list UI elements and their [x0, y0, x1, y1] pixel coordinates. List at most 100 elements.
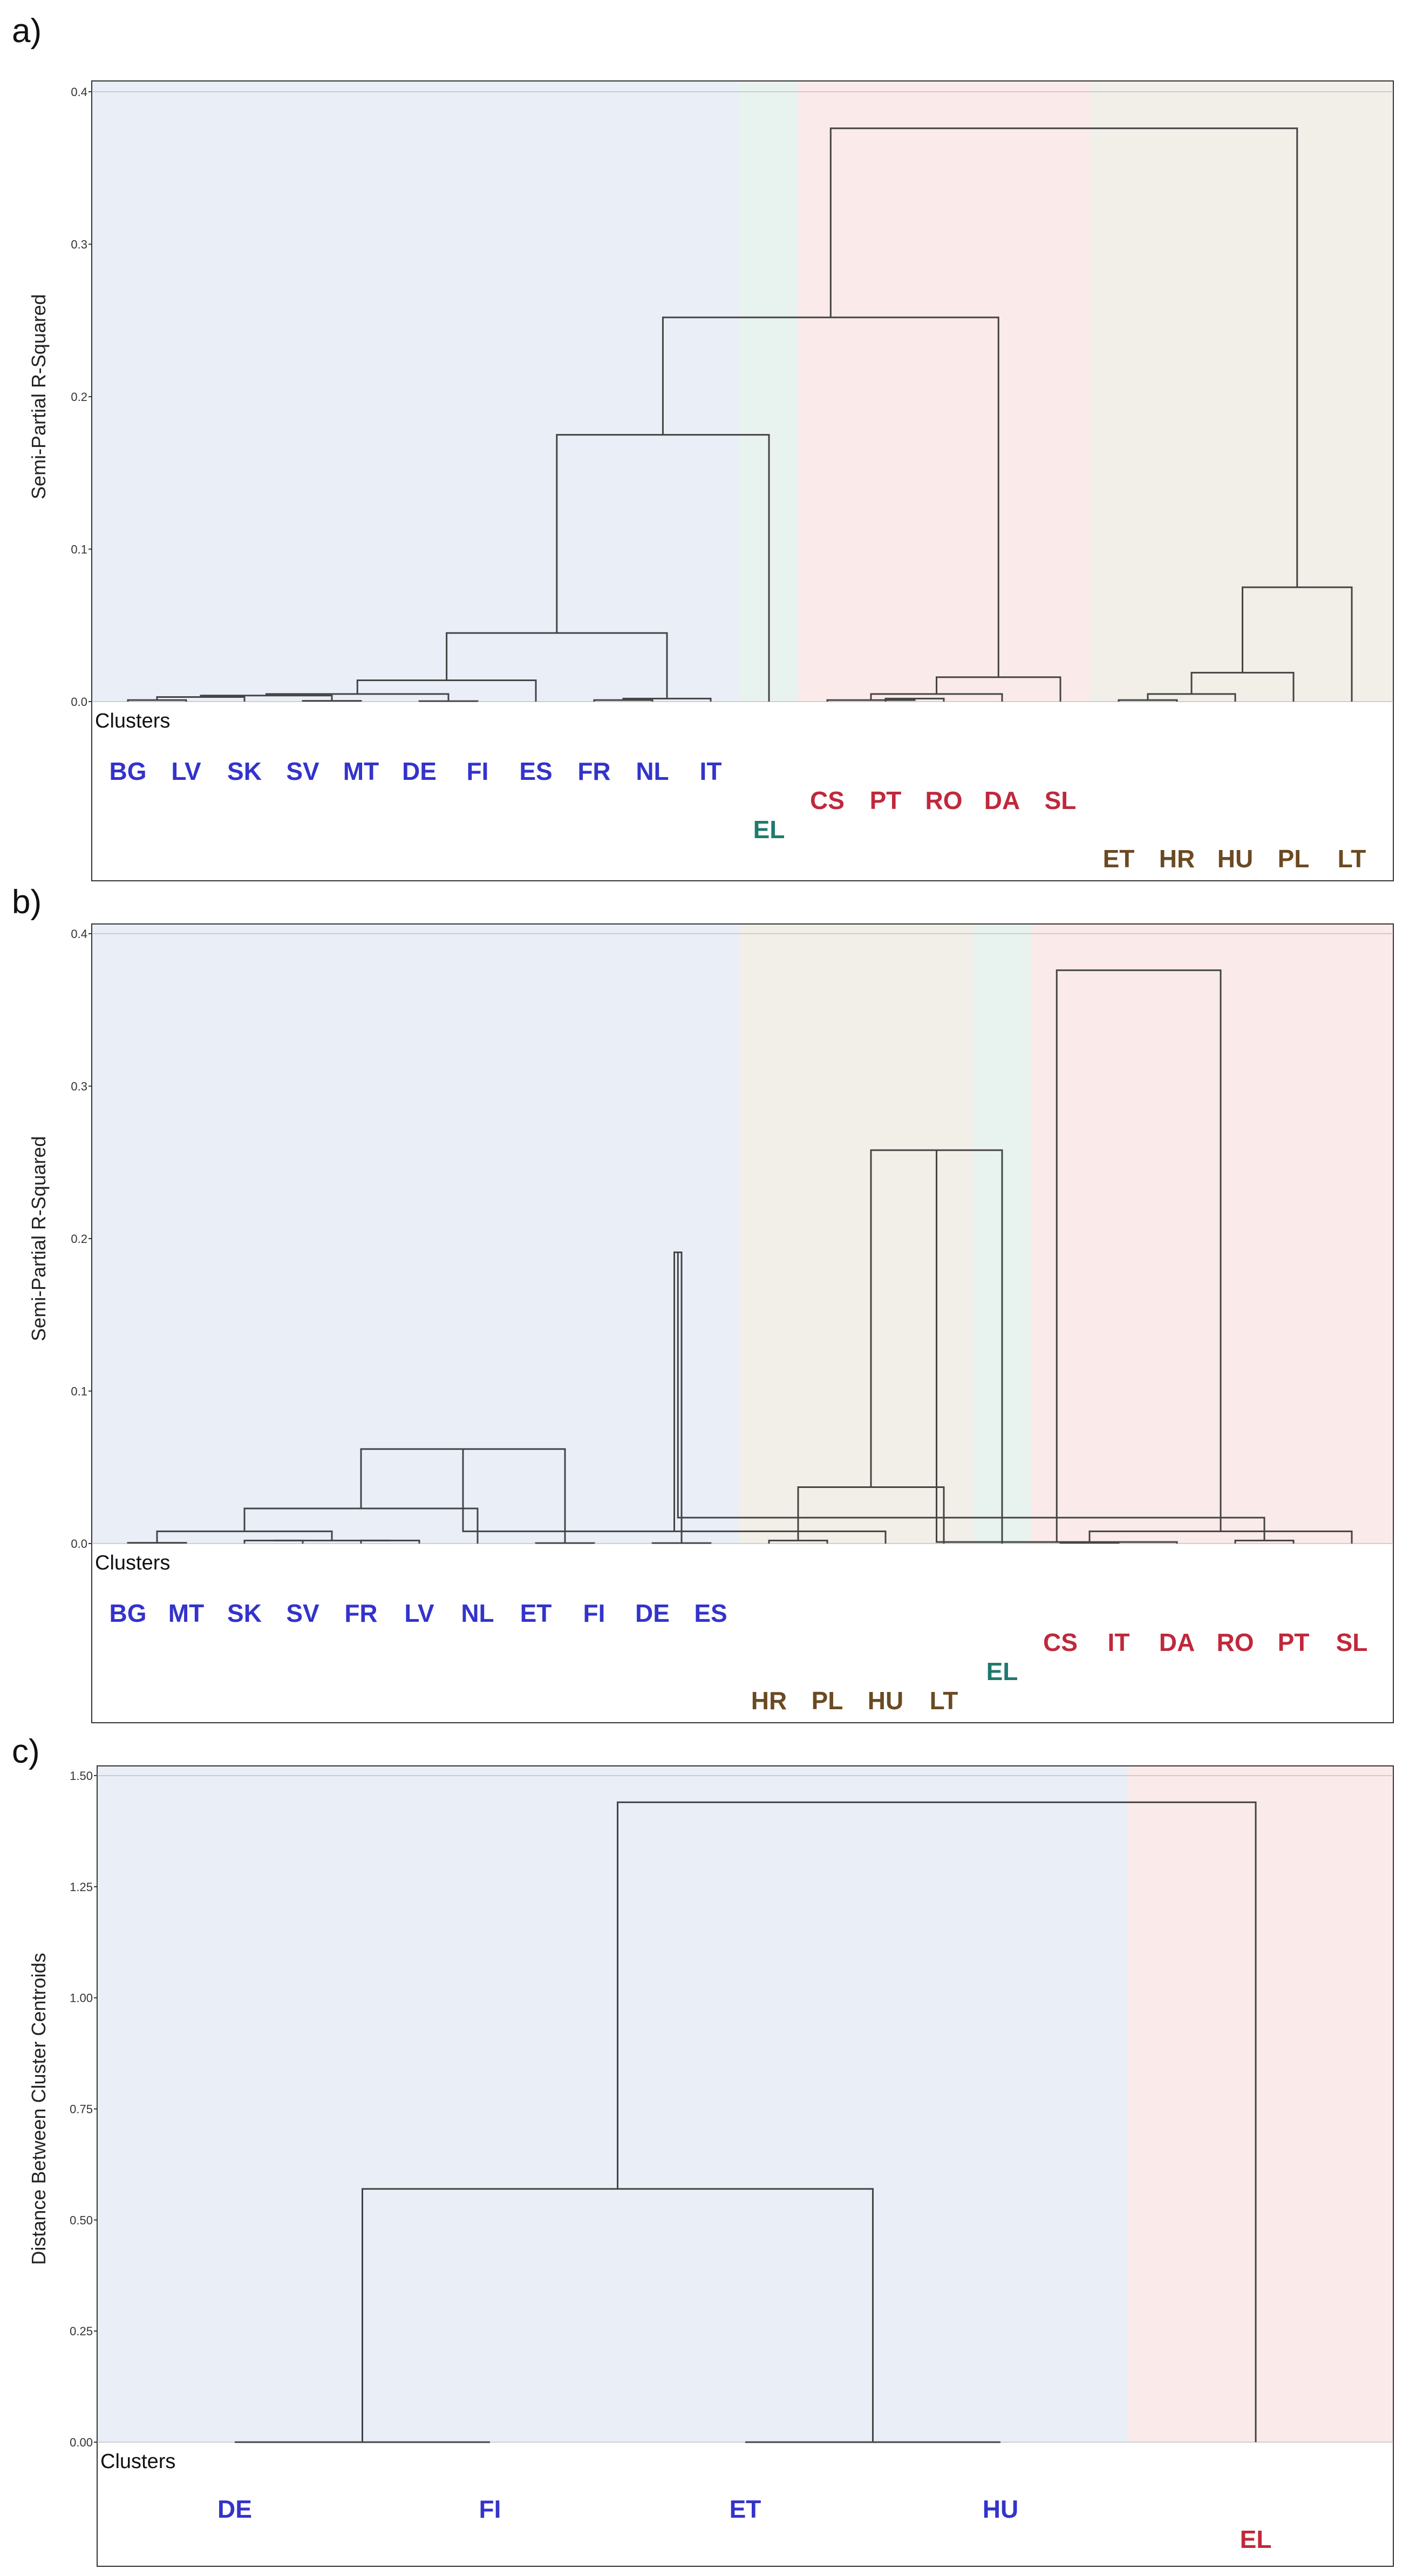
leaf-label-fr: FR — [577, 757, 610, 785]
dendrogram-link — [535, 1542, 595, 1544]
y-tick-label: 1.50 — [70, 1769, 93, 1783]
leaf-label-da: DA — [1159, 1628, 1195, 1656]
dendrogram-link — [1056, 969, 1222, 1542]
leaf-label-de: DE — [635, 1599, 670, 1627]
dendrogram-link — [870, 693, 1003, 702]
y-axis-label: Semi-Partial R-Squared — [28, 1136, 50, 1341]
cluster-background — [97, 1766, 1128, 2442]
panel-label-a: a) — [12, 12, 42, 50]
y-tick-label: 0.1 — [71, 1385, 87, 1398]
dendrogram-link — [266, 693, 450, 702]
leaf-label-hu: HU — [1217, 845, 1253, 873]
panel-label-b: b) — [12, 883, 42, 921]
leaf-label-fi: FI — [479, 2495, 501, 2523]
leaf-label-pt: PT — [870, 786, 902, 814]
y-tick-label: 0.1 — [71, 543, 87, 556]
leaf-label-cs: CS — [1043, 1628, 1078, 1656]
y-tick-label: 0.4 — [71, 85, 87, 99]
dendrogram-link — [936, 1150, 1178, 1544]
clusters-label: Clusters — [95, 1552, 170, 1574]
leaf-label-da: DA — [984, 786, 1020, 814]
leaf-label-lt: LT — [930, 1687, 958, 1715]
chart-panel-2: 0.0 0.1 0.2 0.3 0.4 Semi-Partial R-Squared Clu… — [28, 923, 1394, 1723]
dendrogram-link — [826, 698, 916, 702]
y-tick-label: 0.4 — [71, 927, 87, 941]
leaf-label-nl: NL — [636, 757, 669, 785]
y-tick-label: 1.00 — [70, 1992, 93, 2005]
leaf-label-fi: FI — [467, 757, 489, 785]
leaf-label-fr: FR — [344, 1599, 377, 1627]
leaf-label-cs: CS — [810, 786, 845, 814]
leaf-label-el: EL — [1240, 2525, 1272, 2553]
leaf-label-de: DE — [217, 2495, 252, 2523]
leaf-label-hu: HU — [868, 1687, 903, 1715]
leaf-label-hr: HR — [751, 1687, 787, 1715]
dendrogram-link — [127, 699, 187, 702]
y-tick-label: 0.50 — [70, 2213, 93, 2227]
dendrogram-link — [446, 632, 668, 699]
leaf-label-mt: MT — [343, 757, 379, 785]
y-tick-label: 0.3 — [71, 238, 87, 252]
leaf-label-pt: PT — [1278, 1628, 1310, 1656]
leaf-label-sl: SL — [1336, 1628, 1368, 1656]
leaf-label-mt: MT — [168, 1599, 204, 1627]
leaf-label-sv: SV — [286, 757, 319, 785]
leaf-label-pl: PL — [812, 1687, 843, 1715]
clusters-label: Clusters — [95, 710, 170, 732]
leaf-label-pl: PL — [1278, 845, 1310, 873]
plot-frame — [91, 923, 1394, 1723]
dendrogram-link — [829, 127, 1298, 588]
cluster-background — [798, 81, 1090, 702]
cluster-background — [1031, 924, 1393, 1544]
dendrogram-link — [1118, 699, 1178, 702]
dendrogram-link — [797, 1486, 945, 1544]
dendrogram-link — [127, 1542, 187, 1544]
dendrogram-link — [677, 1252, 1265, 1541]
dendrogram-link — [651, 1542, 712, 1544]
leaf-label-bg: BG — [110, 1599, 147, 1627]
dendrogram-link — [418, 700, 479, 702]
y-tick-label: 1.25 — [70, 1880, 93, 1894]
leaf-label-et: ET — [520, 1599, 552, 1627]
leaf-label-es: ES — [694, 1599, 727, 1627]
dendrogram-link — [593, 699, 653, 702]
leaf-label-ro: RO — [925, 786, 963, 814]
leaf-label-el: EL — [986, 1657, 1018, 1685]
leaf-label-de: DE — [402, 757, 437, 785]
leaf-label-el: EL — [753, 815, 785, 844]
leaf-label-hr: HR — [1159, 845, 1195, 873]
cluster-background — [1090, 81, 1393, 702]
leaf-label-nl: NL — [461, 1599, 494, 1627]
y-tick-label: 0.2 — [71, 390, 87, 404]
chart-panel-3: 0.00 0.25 0.50 0.75 1.00 1.25 1.50 Distance Bet… — [28, 1765, 1394, 2567]
y-tick-label: 0.3 — [71, 1080, 87, 1093]
dendrogram-link — [617, 1801, 1257, 2442]
dendrogram-link — [302, 700, 362, 702]
plot-frame — [91, 80, 1394, 881]
leaf-label-sk: SK — [227, 1599, 262, 1627]
y-tick-label: 0.75 — [70, 2103, 93, 2116]
leaf-label-lv: LV — [404, 1599, 434, 1627]
dendrogram-link — [156, 696, 246, 702]
dendrogram-link — [1059, 1542, 1120, 1544]
cluster-background — [1128, 1766, 1393, 2442]
leaf-label-lt: LT — [1338, 845, 1366, 873]
y-tick-label: 0.2 — [71, 1232, 87, 1246]
leaf-label-ro: RO — [1217, 1628, 1254, 1656]
chart-panel-1: 0.0 0.1 0.2 0.3 0.4 Semi-Partial R-Squared Clu… — [28, 80, 1394, 881]
plot-frame — [97, 1765, 1394, 2567]
leaf-label-fi: FI — [583, 1599, 605, 1627]
leaf-label-it: IT — [700, 757, 722, 785]
panel-label-c: c) — [12, 1733, 40, 1770]
cluster-background — [740, 924, 973, 1544]
y-tick-label: 0.0 — [71, 1537, 87, 1551]
y-tick-label: 0.0 — [71, 695, 87, 709]
cluster-background — [92, 924, 740, 1544]
leaf-label-sk: SK — [227, 757, 262, 785]
leaf-label-sv: SV — [286, 1599, 319, 1627]
leaf-label-lv: LV — [171, 757, 201, 785]
cluster-background — [92, 81, 740, 702]
y-axis-label: Distance Between Cluster Centroids — [28, 1953, 50, 2265]
leaf-label-es: ES — [519, 757, 552, 785]
